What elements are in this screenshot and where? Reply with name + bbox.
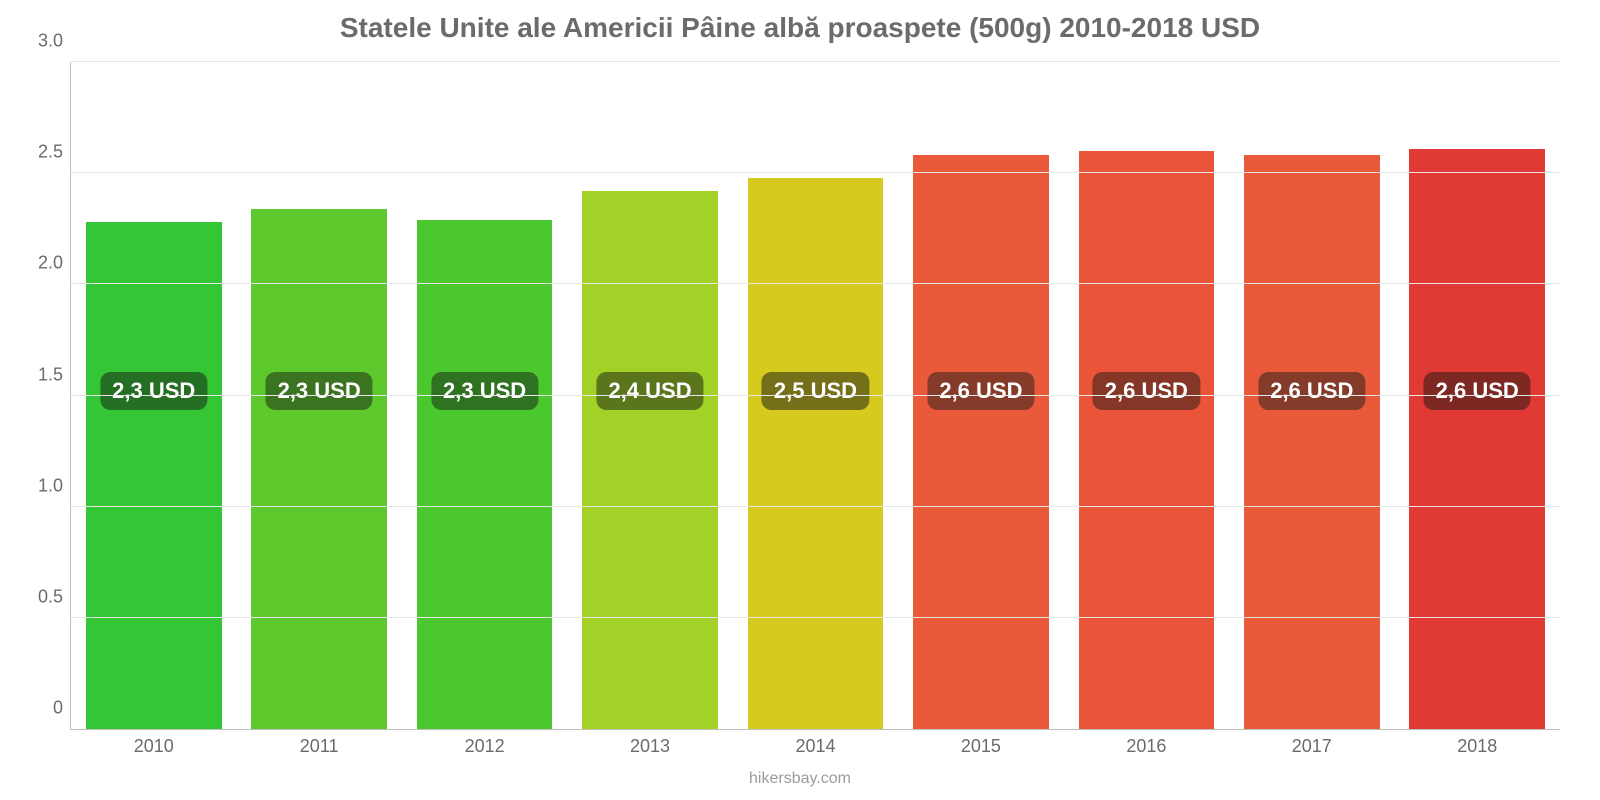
x-tick-label: 2012: [402, 736, 567, 757]
gridline: [71, 61, 1560, 62]
value-badge: 2,4 USD: [596, 372, 703, 410]
y-tick-label: 0.5: [21, 586, 63, 607]
bar: [1409, 149, 1545, 729]
gridline: [71, 395, 1560, 396]
y-tick-label: 1.5: [21, 364, 63, 385]
value-badge: 2,6 USD: [1093, 372, 1200, 410]
y-tick-label: 2.5: [21, 142, 63, 163]
chart-title: Statele Unite ale Americii Pâine albă pr…: [0, 12, 1600, 44]
value-badge: 2,5 USD: [762, 372, 869, 410]
bar: [1079, 151, 1215, 729]
bar-slot: 2,6 USD2016: [1064, 62, 1229, 729]
y-tick-label: 1.0: [21, 475, 63, 496]
y-tick-label: 0: [21, 698, 63, 719]
value-badge: 2,3 USD: [100, 372, 207, 410]
bar: [1244, 155, 1380, 729]
bar: [417, 220, 553, 729]
bar: [913, 155, 1049, 729]
x-tick-label: 2013: [567, 736, 732, 757]
x-tick-label: 2014: [733, 736, 898, 757]
bar-slot: 2,3 USD2011: [236, 62, 401, 729]
bar: [86, 222, 222, 729]
x-tick-label: 2016: [1064, 736, 1229, 757]
gridline: [71, 283, 1560, 284]
gridline: [71, 172, 1560, 173]
value-badge: 2,6 USD: [927, 372, 1034, 410]
y-tick-label: 3.0: [21, 31, 63, 52]
plot-area: 2,3 USD20102,3 USD20112,3 USD20122,4 USD…: [70, 62, 1560, 730]
bar-slot: 2,6 USD2018: [1395, 62, 1560, 729]
x-tick-label: 2015: [898, 736, 1063, 757]
gridline: [71, 506, 1560, 507]
bar-slot: 2,6 USD2017: [1229, 62, 1394, 729]
value-badge: 2,6 USD: [1258, 372, 1365, 410]
gridline: [71, 617, 1560, 618]
x-tick-label: 2011: [236, 736, 401, 757]
value-badge: 2,3 USD: [431, 372, 538, 410]
chart-container: Statele Unite ale Americii Pâine albă pr…: [0, 0, 1600, 800]
bar: [251, 209, 387, 729]
bar: [748, 178, 884, 729]
bar-slot: 2,4 USD2013: [567, 62, 732, 729]
bar-slot: 2,3 USD2010: [71, 62, 236, 729]
bars-row: 2,3 USD20102,3 USD20112,3 USD20122,4 USD…: [71, 62, 1560, 729]
x-tick-label: 2010: [71, 736, 236, 757]
footer-source: hikersbay.com: [0, 770, 1600, 788]
bar-slot: 2,3 USD2012: [402, 62, 567, 729]
y-tick-label: 2.0: [21, 253, 63, 274]
bar-slot: 2,5 USD2014: [733, 62, 898, 729]
bar: [582, 191, 718, 729]
value-badge: 2,6 USD: [1424, 372, 1531, 410]
x-tick-label: 2017: [1229, 736, 1394, 757]
value-badge: 2,3 USD: [266, 372, 373, 410]
x-tick-label: 2018: [1395, 736, 1560, 757]
bar-slot: 2,6 USD2015: [898, 62, 1063, 729]
